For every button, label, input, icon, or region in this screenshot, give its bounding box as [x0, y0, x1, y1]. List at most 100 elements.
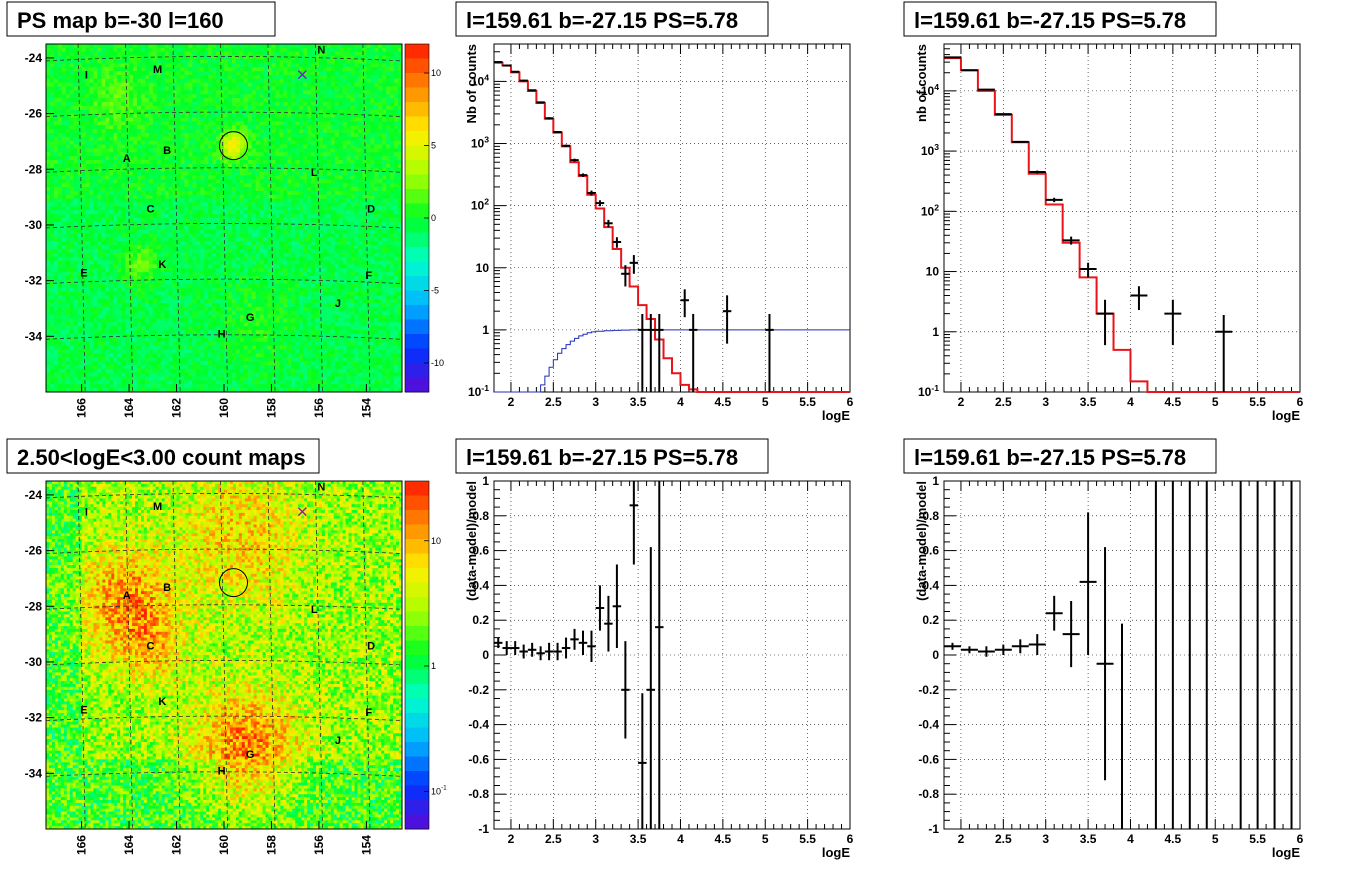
heatmap-cell — [54, 133, 58, 137]
heatmap-cell — [86, 191, 90, 195]
heatmap-cell — [386, 137, 390, 141]
heatmap-cell — [390, 218, 394, 222]
heatmap-cell — [54, 63, 58, 67]
heatmap-cell — [394, 102, 398, 106]
heatmap-cell — [264, 175, 268, 179]
heatmap-cell — [161, 125, 165, 129]
heatmap-cell — [319, 179, 323, 183]
heatmap-cell — [394, 67, 398, 71]
heatmap-cell — [295, 106, 299, 110]
heatmap-cell — [74, 44, 78, 48]
heatmap-cell — [335, 117, 339, 121]
heatmap-cell — [347, 156, 351, 160]
heatmap-cell — [113, 114, 117, 118]
heatmap-cell — [299, 218, 303, 222]
heatmap-cell — [323, 71, 327, 75]
heatmap-cell — [165, 249, 169, 253]
heatmap-cell — [351, 241, 355, 245]
heatmap-cell — [244, 90, 248, 94]
heatmap-cell — [165, 241, 169, 245]
heatmap-cell — [109, 145, 113, 149]
heatmap-cell — [224, 71, 228, 75]
heatmap-cell — [355, 206, 359, 210]
heatmap-cell — [192, 172, 196, 176]
heatmap-cell — [180, 110, 184, 114]
heatmap-cell — [169, 125, 173, 129]
heatmap-cell — [283, 110, 287, 114]
heatmap-cell — [339, 249, 343, 253]
heatmap-cell — [370, 156, 374, 160]
heatmap-cell — [145, 241, 149, 245]
heatmap-cell — [90, 222, 94, 226]
heatmap-cell — [105, 75, 109, 79]
heatmap-cell — [149, 141, 153, 145]
heatmap-cell — [366, 141, 370, 145]
heatmap-cell — [232, 222, 236, 226]
heatmap-cell — [240, 83, 244, 87]
heatmap-cell — [165, 90, 169, 94]
heatmap-cell — [256, 90, 260, 94]
heatmap-cell — [184, 87, 188, 91]
heatmap-cell — [78, 253, 82, 257]
heatmap-cell — [275, 44, 279, 48]
heatmap-cell — [165, 75, 169, 79]
heatmap-cell — [319, 218, 323, 222]
heatmap-cell — [196, 52, 200, 56]
heatmap-cell — [200, 48, 204, 52]
heatmap-cell — [145, 183, 149, 187]
heatmap-cell — [200, 233, 204, 237]
heatmap-cell — [370, 233, 374, 237]
heatmap-cell — [323, 218, 327, 222]
heatmap-cell — [279, 117, 283, 121]
heatmap-cell — [295, 44, 299, 48]
heatmap-cell — [50, 183, 54, 187]
heatmap-cell — [252, 226, 256, 230]
heatmap-cell — [248, 152, 252, 156]
heatmap-cell — [323, 253, 327, 257]
heatmap-cell — [343, 203, 347, 207]
heatmap-cell — [86, 87, 90, 91]
heatmap-cell — [343, 87, 347, 91]
heatmap-cell — [165, 71, 169, 75]
heatmap-cell — [93, 257, 97, 261]
heatmap-cell — [394, 141, 398, 145]
heatmap-cell — [358, 121, 362, 125]
heatmap-cell — [173, 110, 177, 114]
heatmap-cell — [366, 125, 370, 129]
heatmap-cell — [46, 67, 50, 71]
heatmap-cell — [374, 148, 378, 152]
heatmap-cell — [264, 148, 268, 152]
heatmap-cell — [109, 133, 113, 137]
heatmap-cell — [236, 218, 240, 222]
heatmap-cell — [109, 121, 113, 125]
heatmap-cell — [303, 175, 307, 179]
heatmap-cell — [240, 214, 244, 218]
heatmap-cell — [153, 164, 157, 168]
heatmap-cell — [232, 253, 236, 257]
heatmap-cell — [382, 210, 386, 214]
heatmap-cell — [228, 203, 232, 207]
heatmap-cell — [50, 156, 54, 160]
heatmap-cell — [268, 98, 272, 102]
heatmap-cell — [208, 210, 212, 214]
heatmap-cell — [323, 79, 327, 83]
heatmap-cell — [370, 137, 374, 141]
heatmap-cell — [260, 253, 264, 257]
heatmap-cell — [200, 141, 204, 145]
heatmap-cell — [74, 253, 78, 257]
heatmap-cell — [54, 253, 58, 257]
heatmap-cell — [121, 106, 125, 110]
heatmap-cell — [299, 191, 303, 195]
heatmap-cell — [240, 44, 244, 48]
heatmap-cell — [386, 117, 390, 121]
heatmap-cell — [240, 125, 244, 129]
heatmap-cell — [382, 214, 386, 218]
heatmap-cell — [351, 245, 355, 249]
heatmap-cell — [228, 222, 232, 226]
heatmap-cell — [331, 172, 335, 176]
heatmap-cell — [58, 233, 62, 237]
heatmap-cell — [224, 160, 228, 164]
heatmap-cell — [343, 249, 347, 253]
heatmap-cell — [117, 257, 121, 261]
heatmap-cell — [291, 253, 295, 257]
